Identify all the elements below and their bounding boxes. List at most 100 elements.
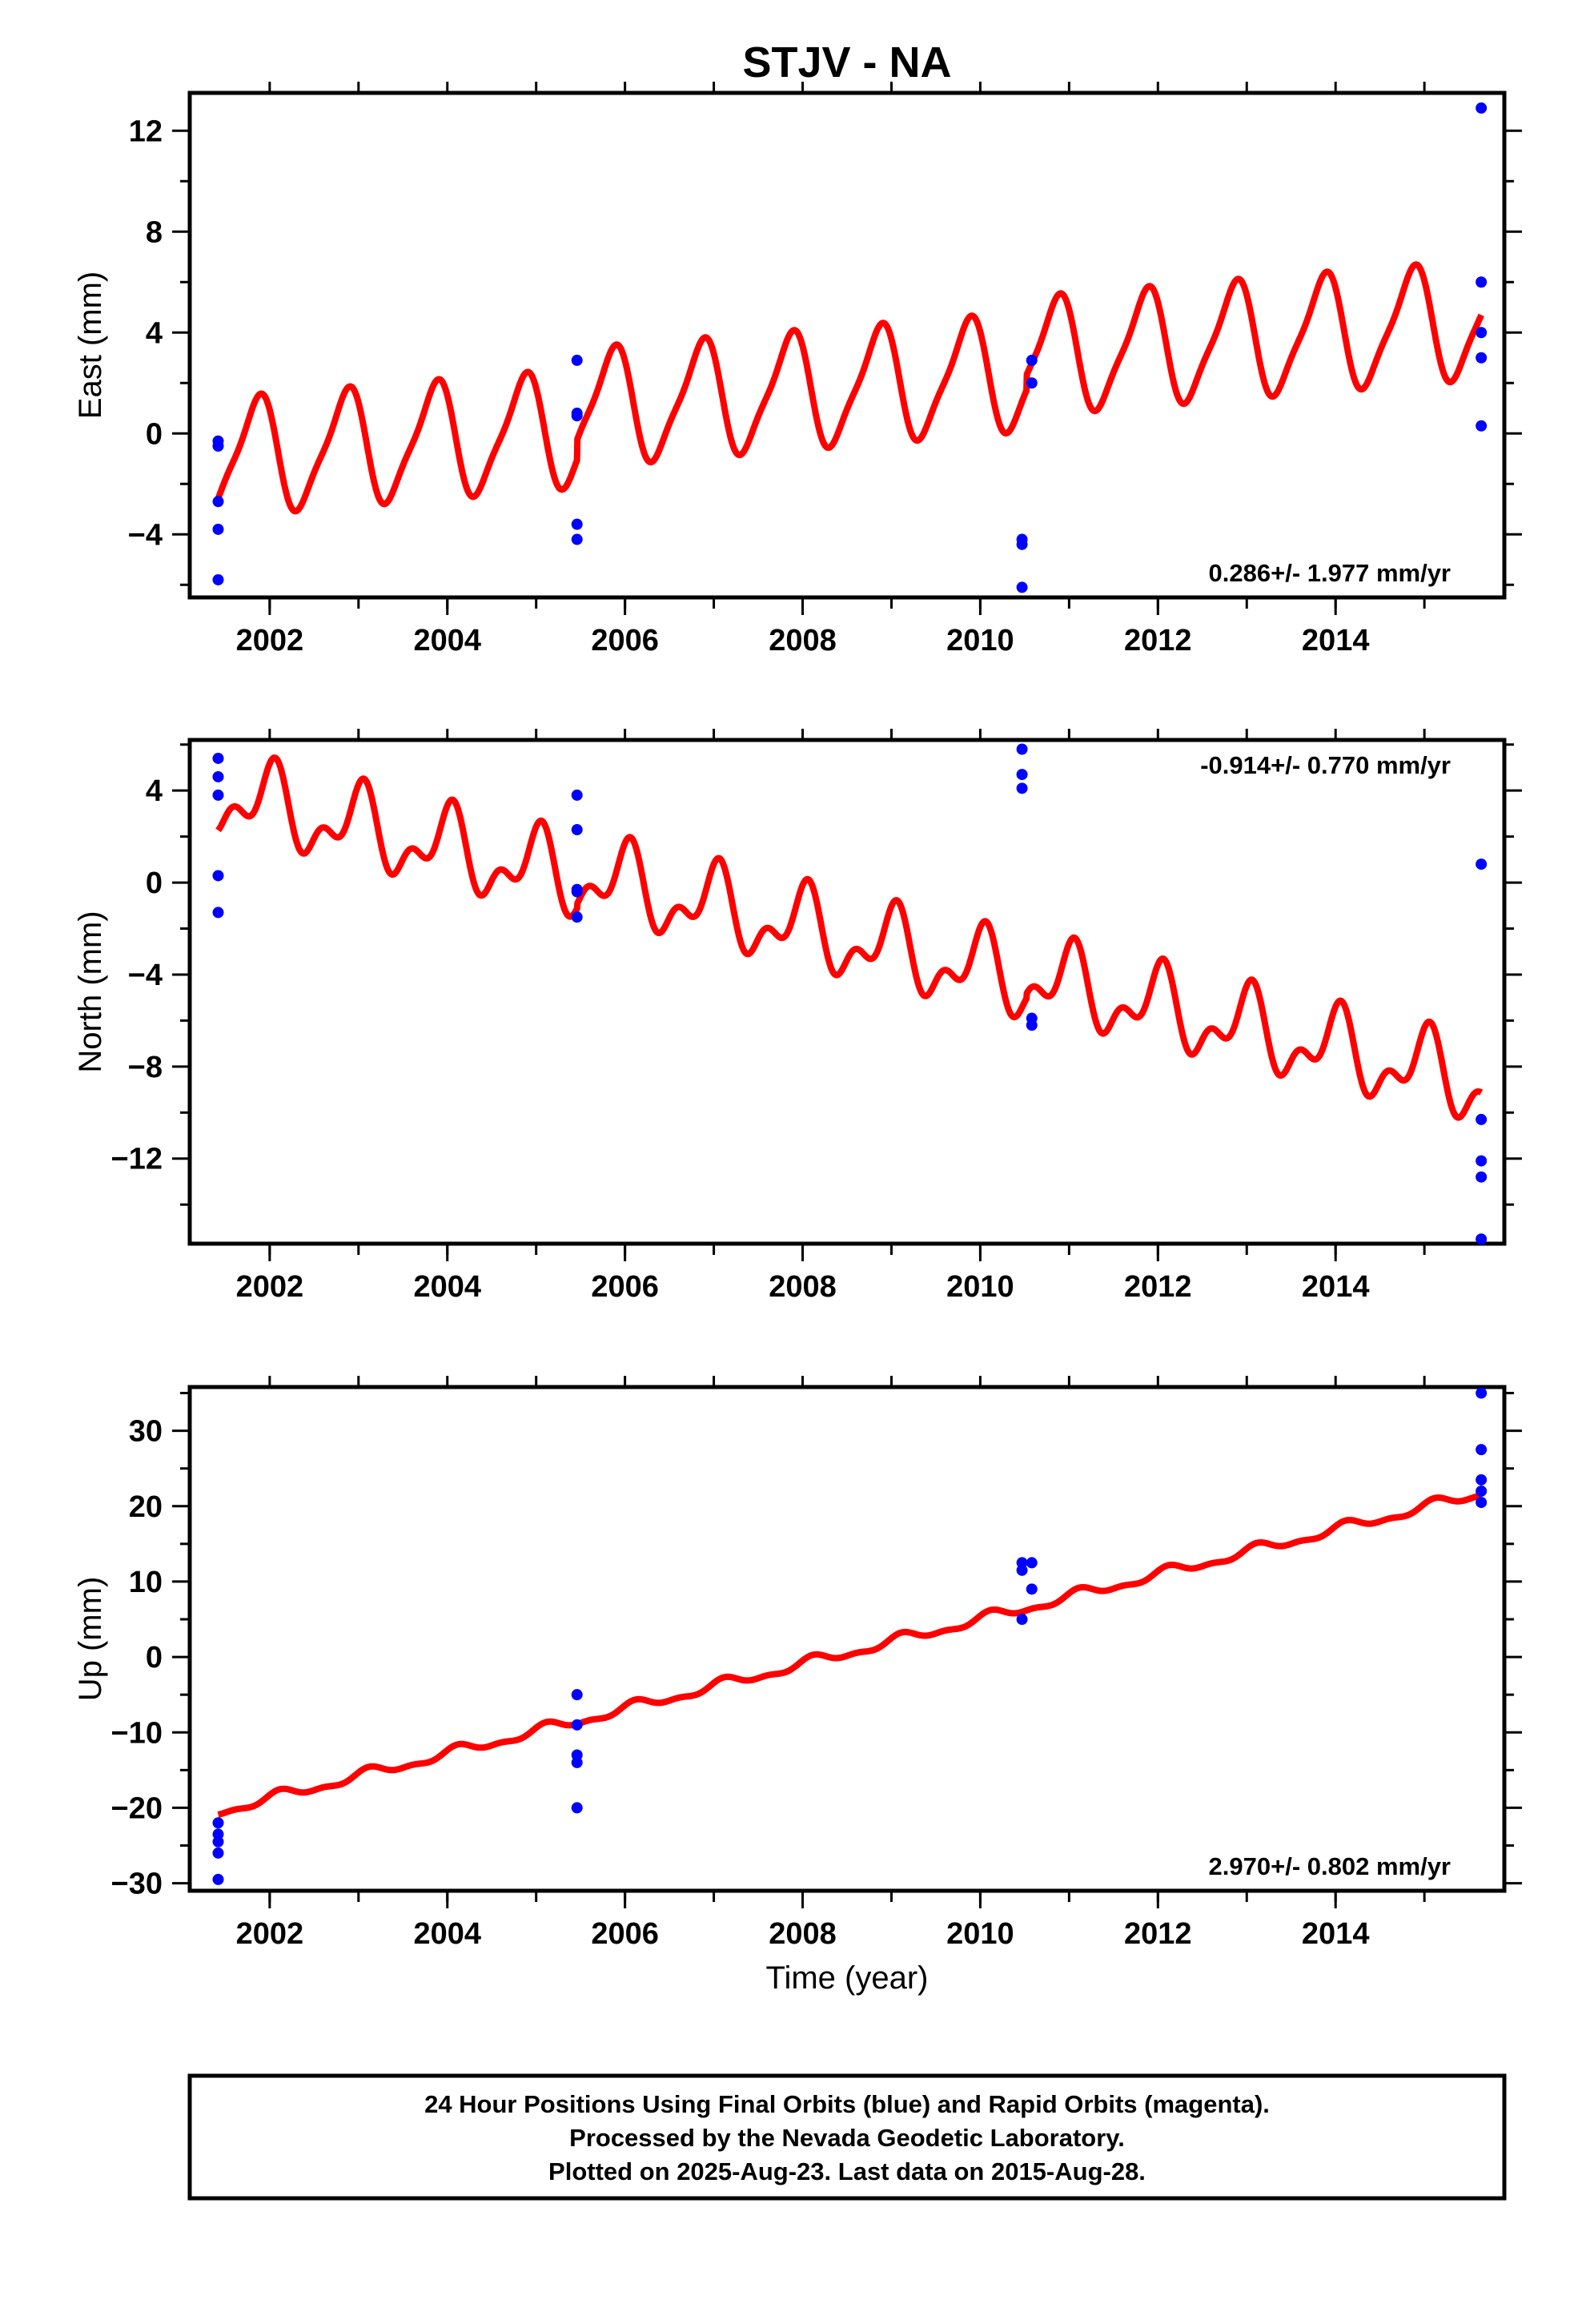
east-data-point: [571, 410, 583, 422]
east-data-point: [1016, 538, 1028, 550]
up-data-point: [1026, 1557, 1038, 1569]
up-data-point: [212, 1835, 224, 1848]
east-y-tick-label: 12: [129, 115, 163, 148]
north-data-point: [1476, 1233, 1488, 1245]
east-x-tick-label: 2014: [1302, 624, 1370, 657]
east-data-point: [571, 354, 583, 366]
up-y-tick-label: 30: [129, 1415, 163, 1449]
east-data-point: [212, 496, 224, 508]
up-data-point: [1476, 1444, 1488, 1456]
chart-title: STJV - NA: [742, 38, 951, 86]
panel-up: 2002 2004 2006 2008 2010 2012 2014 −30 −20 −10 0 10…: [73, 1376, 1522, 1951]
north-data-point: [212, 870, 224, 882]
east-x-tick-label: 2006: [591, 624, 659, 657]
up-rate-label: 2.970+/- 0.802 mm/yr: [1209, 1852, 1451, 1880]
up-data-point: [1016, 1614, 1028, 1626]
footer-line-1: 24 Hour Positions Using Final Orbits (bl…: [424, 2090, 1270, 2118]
east-data-point: [1476, 276, 1488, 288]
east-plot-frame: [187, 90, 1507, 600]
north-data-point: [1016, 743, 1028, 755]
north-data-point: [571, 824, 583, 836]
north-rate-label: -0.914+/- 0.770 mm/yr: [1200, 751, 1451, 779]
east-data-point: [1476, 102, 1488, 114]
up-fit-curve: [215, 1492, 1484, 1818]
north-x-tick-label: 2004: [413, 1270, 481, 1304]
east-y-axis-label: East (mm): [73, 271, 108, 419]
up-y-tick-label: −20: [111, 1791, 163, 1825]
x-axis-label: Time (year): [766, 1960, 929, 1996]
north-x-tick-label: 2008: [769, 1270, 837, 1304]
north-x-tick-label: 2006: [591, 1270, 659, 1304]
east-x-tick-label: 2008: [769, 624, 837, 657]
north-x-tick-label: 2014: [1302, 1270, 1370, 1304]
north-x-tick-label: 2012: [1124, 1270, 1192, 1304]
up-y-tick-label: 20: [129, 1490, 163, 1524]
up-data-point: [1476, 1474, 1488, 1486]
east-x-tick-label: 2012: [1124, 624, 1192, 657]
footer-box: 24 Hour Positions Using Final Orbits (bl…: [187, 2073, 1507, 2201]
north-y-tick-label: 0: [146, 866, 163, 900]
up-data-point: [1476, 1485, 1488, 1497]
north-data-point: [1476, 1155, 1488, 1167]
up-x-tick-label: 2010: [946, 1917, 1014, 1951]
panel-north: 2002 2004 2006 2008 2010 2012 2014 −12 −8 −4 0 4 Nor…: [73, 729, 1522, 1304]
north-data-point: [1016, 769, 1028, 781]
footer-line-3: Plotted on 2025-Aug-23. Last data on 201…: [548, 2157, 1146, 2185]
up-y-tick-label: 0: [146, 1641, 163, 1675]
east-x-tick-label: 2002: [236, 624, 304, 657]
north-y-tick-label: −12: [111, 1143, 163, 1176]
up-y-tick-label: −10: [111, 1716, 163, 1750]
up-data-point: [1016, 1564, 1028, 1576]
north-data-point: [1476, 1171, 1488, 1183]
north-y-axis-label: North (mm): [73, 911, 108, 1072]
north-y-tick-label: −4: [128, 959, 163, 992]
footer-line-2: Processed by the Nevada Geodetic Laborat…: [569, 2124, 1125, 2152]
up-plot-frame: [187, 1385, 1507, 1893]
up-x-tick-label: 2008: [769, 1917, 837, 1951]
east-data-point: [212, 573, 224, 585]
east-data-point: [1476, 327, 1488, 339]
east-data-point: [1016, 581, 1028, 593]
north-y-tick-label: −8: [128, 1051, 163, 1084]
east-data-point: [212, 440, 224, 452]
east-data-point: [1026, 354, 1038, 366]
north-data-point: [1026, 1019, 1038, 1031]
footer-frame: [187, 2073, 1507, 2201]
north-data-point: [212, 752, 224, 764]
east-x-tick-label: 2004: [413, 624, 481, 657]
up-data-point: [212, 1817, 224, 1829]
up-data-point: [571, 1802, 583, 1814]
north-data-point: [212, 770, 224, 782]
north-data-point: [571, 789, 583, 801]
up-x-tick-label: 2004: [413, 1917, 481, 1951]
up-y-tick-label: 10: [129, 1566, 163, 1599]
up-data-point: [571, 1719, 583, 1731]
up-x-tick-label: 2002: [236, 1917, 304, 1951]
north-data-point: [1476, 858, 1488, 870]
east-fit-curve: [215, 261, 1484, 515]
up-y-tick-label: −30: [111, 1868, 163, 1901]
east-data-point: [1026, 377, 1038, 389]
panel-east: 2002 2004 2006 2008 2010 2012 2014 −4 0 4 8 12 East …: [73, 82, 1522, 657]
north-data-point: [212, 789, 224, 801]
north-x-tick-label: 2002: [236, 1270, 304, 1304]
east-rate-label: 0.286+/- 1.977 mm/yr: [1209, 559, 1451, 587]
up-y-axis-label: Up (mm): [73, 1577, 108, 1702]
north-data-point: [1476, 1113, 1488, 1125]
north-x-tick-label: 2010: [946, 1270, 1014, 1304]
north-data-point: [571, 886, 583, 898]
east-x-tick-label: 2010: [946, 624, 1014, 657]
east-y-tick-label: 8: [146, 215, 163, 249]
east-data-point: [1476, 420, 1488, 432]
up-data-point: [212, 1873, 224, 1885]
up-x-tick-label: 2006: [591, 1917, 659, 1951]
east-y-tick-label: 4: [146, 316, 163, 350]
north-data-point: [1016, 782, 1028, 794]
north-data-point: [212, 907, 224, 919]
up-data-point: [1476, 1497, 1488, 1509]
up-data-point: [571, 1689, 583, 1701]
east-data-point: [571, 518, 583, 530]
up-data-point: [1476, 1387, 1488, 1399]
north-fit-curve: [215, 754, 1484, 1121]
